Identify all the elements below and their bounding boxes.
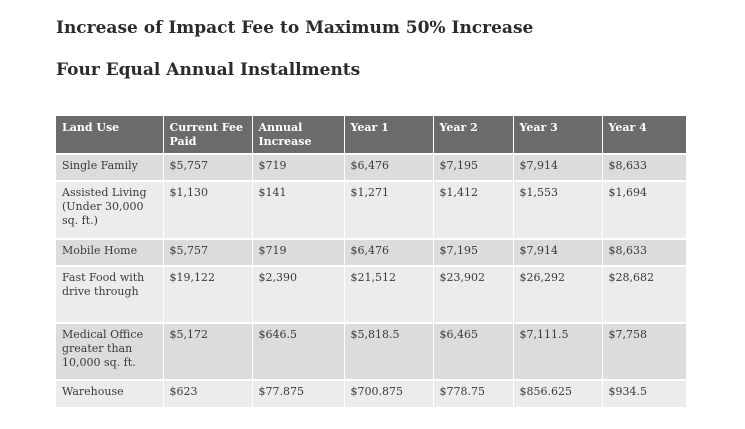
page-title: Increase of Impact Fee to Maximum 50% In… bbox=[56, 18, 534, 38]
table-row: Mobile Home $5,757 $719 $6,476 $7,195 $7… bbox=[56, 238, 686, 266]
cell-year-2: $778.75 bbox=[433, 379, 514, 407]
header-year-2: Year 2 bbox=[433, 116, 514, 154]
table-row: Fast Food with drive through $19,122 $2,… bbox=[56, 265, 686, 323]
impact-fee-table: Land Use Current Fee Paid Annual Increas… bbox=[56, 116, 686, 407]
cell-year-3: $7,914 bbox=[513, 238, 603, 266]
table-row: Assisted Living (Under 30,000 sq. ft.) $… bbox=[56, 180, 686, 239]
cell-year-4: $8,633 bbox=[602, 238, 686, 266]
cell-annual-increase: $141 bbox=[252, 180, 345, 239]
cell-year-1: $21,512 bbox=[344, 265, 434, 323]
cell-land-use: Assisted Living (Under 30,000 sq. ft.) bbox=[56, 180, 164, 239]
cell-year-2: $23,902 bbox=[433, 265, 514, 323]
cell-annual-increase: $719 bbox=[252, 238, 345, 266]
cell-year-4: $1,694 bbox=[602, 180, 686, 239]
cell-annual-increase: $719 bbox=[252, 153, 345, 181]
cell-year-3: $26,292 bbox=[513, 265, 603, 323]
cell-year-2: $7,195 bbox=[433, 238, 514, 266]
cell-year-3: $7,111.5 bbox=[513, 322, 603, 380]
cell-year-2: $6,465 bbox=[433, 322, 514, 380]
header-year-1: Year 1 bbox=[344, 116, 434, 154]
cell-land-use: Warehouse bbox=[56, 379, 164, 407]
cell-year-1: $1,271 bbox=[344, 180, 434, 239]
cell-year-1: $6,476 bbox=[344, 238, 434, 266]
cell-annual-increase: $2,390 bbox=[252, 265, 345, 323]
header-year-3: Year 3 bbox=[513, 116, 603, 154]
cell-year-3: $1,553 bbox=[513, 180, 603, 239]
cell-annual-increase: $77.875 bbox=[252, 379, 345, 407]
table-row: Single Family $5,757 $719 $6,476 $7,195 … bbox=[56, 153, 686, 181]
cell-year-2: $1,412 bbox=[433, 180, 514, 239]
cell-year-4: $8,633 bbox=[602, 153, 686, 181]
table-row: Warehouse $623 $77.875 $700.875 $778.75 … bbox=[56, 379, 686, 407]
cell-land-use: Medical Office greater than 10,000 sq. f… bbox=[56, 322, 164, 380]
cell-current-fee: $19,122 bbox=[163, 265, 253, 323]
header-land-use: Land Use bbox=[56, 116, 164, 154]
header-current-fee-paid: Current Fee Paid bbox=[163, 116, 253, 154]
cell-year-4: $28,682 bbox=[602, 265, 686, 323]
cell-current-fee: $1,130 bbox=[163, 180, 253, 239]
header-annual-increase: Annual Increase bbox=[252, 116, 345, 154]
cell-year-4: $7,758 bbox=[602, 322, 686, 380]
cell-annual-increase: $646.5 bbox=[252, 322, 345, 380]
cell-current-fee: $5,757 bbox=[163, 153, 253, 181]
cell-year-1: $700.875 bbox=[344, 379, 434, 407]
cell-land-use: Single Family bbox=[56, 153, 164, 181]
cell-year-4: $934.5 bbox=[602, 379, 686, 407]
cell-year-2: $7,195 bbox=[433, 153, 514, 181]
cell-land-use: Fast Food with drive through bbox=[56, 265, 164, 323]
cell-year-3: $7,914 bbox=[513, 153, 603, 181]
page-subtitle: Four Equal Annual Installments bbox=[56, 60, 361, 80]
cell-year-1: $5,818.5 bbox=[344, 322, 434, 380]
cell-land-use: Mobile Home bbox=[56, 238, 164, 266]
cell-current-fee: $623 bbox=[163, 379, 253, 407]
cell-current-fee: $5,757 bbox=[163, 238, 253, 266]
table-header-row: Land Use Current Fee Paid Annual Increas… bbox=[56, 116, 686, 154]
header-year-4: Year 4 bbox=[602, 116, 686, 154]
cell-year-1: $6,476 bbox=[344, 153, 434, 181]
cell-year-3: $856.625 bbox=[513, 379, 603, 407]
table-row: Medical Office greater than 10,000 sq. f… bbox=[56, 322, 686, 380]
cell-current-fee: $5,172 bbox=[163, 322, 253, 380]
